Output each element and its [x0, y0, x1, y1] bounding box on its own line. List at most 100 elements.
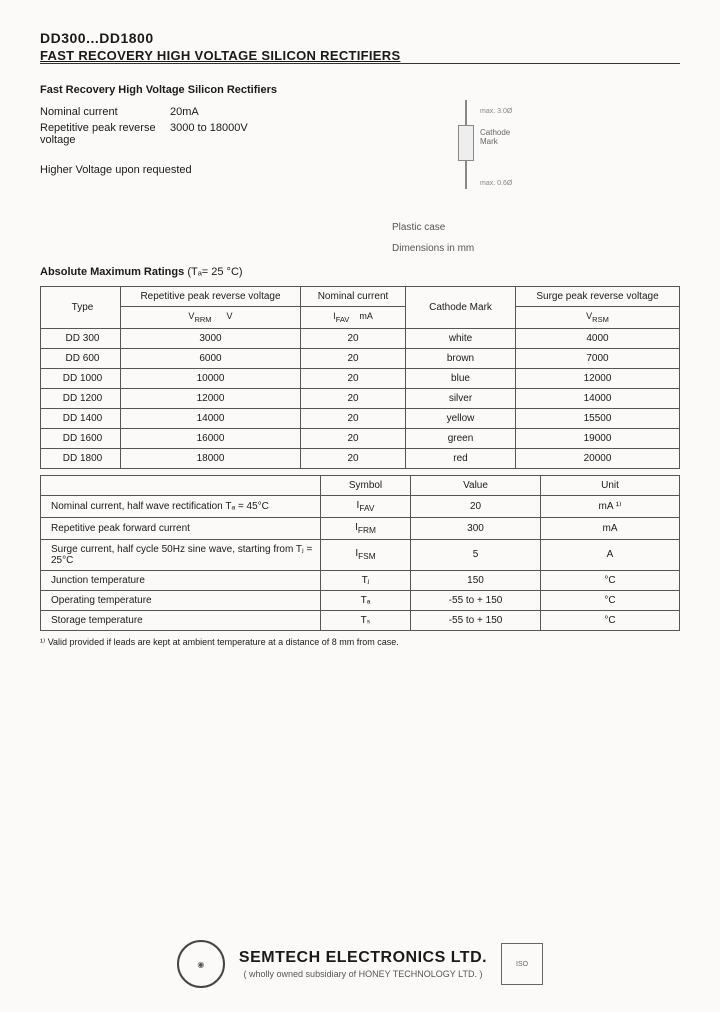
cell-unit: A [541, 539, 680, 570]
package-diagram: Cathode Mark max. 3.0Ø max. 0.6Ø [410, 100, 530, 210]
cell-mark: red [406, 448, 516, 468]
cell-ifav: 20 [301, 408, 406, 428]
cell-type: DD 300 [41, 328, 121, 348]
package-body [458, 125, 474, 161]
col-type: Type [41, 287, 121, 329]
cell-mark: white [406, 328, 516, 348]
spec-value: 20mA [170, 106, 199, 118]
cell-type: DD 1400 [41, 408, 121, 428]
cell-value: 5 [411, 539, 541, 570]
higher-voltage-note: Higher Voltage upon requested [40, 164, 680, 176]
cell-mark: blue [406, 368, 516, 388]
vfsm-sym: VRSM [516, 307, 680, 329]
lead-bottom [465, 161, 467, 189]
cell-unit: °C [541, 610, 680, 630]
spec-nominal-current: Nominal current 20mA [40, 106, 680, 118]
table-row: DD 300300020white4000 [41, 328, 680, 348]
table-row: DD 12001200020silver14000 [41, 388, 680, 408]
col-vrrm: Repetitive peak reverse voltage [121, 287, 301, 307]
spec-label: Nominal current [40, 106, 170, 118]
table-header-row: Symbol Value Unit [41, 475, 680, 495]
table-row: Repetitive peak forward currentIFRM300mA [41, 517, 680, 539]
cell-symbol: IFRM [321, 517, 411, 539]
table-row: DD 10001000020blue12000 [41, 368, 680, 388]
part-range: DD300...DD1800 [40, 30, 680, 46]
col-mark: Cathode Mark [406, 287, 516, 329]
cell-type: DD 1200 [41, 388, 121, 408]
cell-vfsm: 4000 [516, 328, 680, 348]
cell-vrrm: 16000 [121, 428, 301, 448]
table-header-row: Type Repetitive peak reverse voltage Nom… [41, 287, 680, 307]
cell-vfsm: 15500 [516, 408, 680, 428]
ratings-heading: Absolute Maximum Ratings (Tₐ= 25 °C) [40, 266, 680, 278]
cell-vfsm: 19000 [516, 428, 680, 448]
cell-vrrm: 10000 [121, 368, 301, 388]
cell-ifav: 20 [301, 328, 406, 348]
cell-ifav: 20 [301, 428, 406, 448]
cell-param: Storage temperature [41, 610, 321, 630]
cell-ifav: 20 [301, 388, 406, 408]
secondary-table: Symbol Value Unit Nominal current, half … [40, 475, 680, 631]
cell-vrrm: 18000 [121, 448, 301, 468]
cell-ifav: 20 [301, 448, 406, 468]
cell-vfsm: 12000 [516, 368, 680, 388]
cell-param: Repetitive peak forward current [41, 517, 321, 539]
intro-subheading: Fast Recovery High Voltage Silicon Recti… [40, 84, 680, 96]
cell-ifav: 20 [301, 348, 406, 368]
package-case-text: Plastic case [392, 222, 570, 233]
cell-param: Surge current, half cycle 50Hz sine wave… [41, 539, 321, 570]
col-param [41, 475, 321, 495]
ifav-sym: IFAV mA [301, 307, 406, 329]
cell-value: -55 to + 150 [411, 590, 541, 610]
cell-value: 300 [411, 517, 541, 539]
package-dim-text: Dimensions in mm [392, 243, 570, 254]
cell-vfsm: 7000 [516, 348, 680, 368]
cell-vfsm: 14000 [516, 388, 680, 408]
cell-type: DD 1000 [41, 368, 121, 388]
cell-unit: °C [541, 590, 680, 610]
lead-top [465, 100, 467, 125]
page-title: FAST RECOVERY HIGH VOLTAGE SILICON RECTI… [40, 48, 680, 63]
header-divider [40, 63, 680, 64]
table-row: DD 14001400020yellow15500 [41, 408, 680, 428]
cell-ifav: 20 [301, 368, 406, 388]
cell-value: 20 [411, 495, 541, 517]
table-row: DD 18001800020red20000 [41, 448, 680, 468]
cell-mark: yellow [406, 408, 516, 428]
footer-text: SEMTECH ELECTRONICS LTD. ( wholly owned … [239, 949, 487, 979]
cell-mark: green [406, 428, 516, 448]
cell-vrrm: 14000 [121, 408, 301, 428]
company-sub: ( wholly owned subsidiary of HONEY TECHN… [239, 969, 487, 979]
cell-mark: silver [406, 388, 516, 408]
cathode-mark-label: Cathode Mark [480, 128, 530, 146]
cell-type: DD 600 [41, 348, 121, 368]
cell-symbol: IFAV [321, 495, 411, 517]
cell-vfsm: 20000 [516, 448, 680, 468]
cell-param: Nominal current, half wave rectification… [41, 495, 321, 517]
cell-unit: mA ¹⁾ [541, 495, 680, 517]
ratings-heading-text: Absolute Maximum Ratings [40, 266, 184, 278]
table-row: Junction temperatureTⱼ150°C [41, 570, 680, 590]
spec-rep-peak: Repetitive peak reverse voltage 3000 to … [40, 122, 680, 146]
dim-top: max. 3.0Ø [480, 108, 512, 115]
cell-type: DD 1800 [41, 448, 121, 468]
cell-param: Operating temperature [41, 590, 321, 610]
cell-vrrm: 3000 [121, 328, 301, 348]
company-logo-icon: ◉ [177, 940, 225, 988]
footer: ◉ SEMTECH ELECTRONICS LTD. ( wholly owne… [40, 940, 680, 988]
cell-value: 150 [411, 570, 541, 590]
cell-value: -55 to + 150 [411, 610, 541, 630]
table-row: Nominal current, half wave rectification… [41, 495, 680, 517]
table-row: Surge current, half cycle 50Hz sine wave… [41, 539, 680, 570]
ratings-table: Type Repetitive peak reverse voltage Nom… [40, 286, 680, 469]
cell-symbol: Tₐ [321, 590, 411, 610]
footnote: ¹⁾ Valid provided if leads are kept at a… [40, 637, 680, 648]
cell-unit: mA [541, 517, 680, 539]
cell-vrrm: 6000 [121, 348, 301, 368]
cell-type: DD 1600 [41, 428, 121, 448]
dim-bot: max. 0.6Ø [480, 180, 512, 187]
vrrm-sym: VRRM V [121, 307, 301, 329]
header: DD300...DD1800 FAST RECOVERY HIGH VOLTAG… [40, 30, 680, 64]
table-subheader-row: VRRM V IFAV mA VRSM [41, 307, 680, 329]
col-symbol: Symbol [321, 475, 411, 495]
